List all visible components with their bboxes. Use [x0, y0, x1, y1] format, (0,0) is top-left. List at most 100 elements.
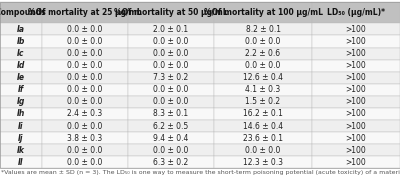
Bar	[0, 47, 42, 60]
Bar	[312, 144, 400, 156]
Text: Compounds: Compounds	[0, 8, 46, 17]
Bar	[0, 2, 42, 23]
Text: 0.0 ± 0.0: 0.0 ± 0.0	[67, 25, 103, 34]
Bar	[42, 156, 128, 168]
Text: >100: >100	[346, 158, 366, 167]
Text: LD₅₀ (μg/mL)*: LD₅₀ (μg/mL)*	[327, 8, 385, 17]
Text: 0.0 ± 0.0: 0.0 ± 0.0	[67, 73, 103, 82]
Bar	[42, 108, 128, 120]
Bar	[312, 84, 400, 96]
Text: 0.0 ± 0.0: 0.0 ± 0.0	[67, 97, 103, 106]
Bar	[42, 144, 128, 156]
Text: 2.4 ± 0.3: 2.4 ± 0.3	[67, 109, 103, 118]
Text: 6.2 ± 0.5: 6.2 ± 0.5	[153, 122, 189, 131]
Bar	[312, 156, 400, 168]
Text: Id: Id	[17, 61, 25, 70]
Text: 7.3 ± 0.2: 7.3 ± 0.2	[153, 73, 189, 82]
Text: 0.0 ± 0.0: 0.0 ± 0.0	[153, 61, 189, 70]
Text: >100: >100	[346, 37, 366, 46]
Bar	[42, 132, 128, 144]
Bar	[128, 60, 214, 72]
Bar	[0, 23, 42, 36]
Text: 2.2 ± 0.6: 2.2 ± 0.6	[246, 49, 280, 58]
Bar	[128, 156, 214, 168]
Text: >100: >100	[346, 97, 366, 106]
Bar	[42, 72, 128, 84]
Text: >100: >100	[346, 85, 366, 94]
Bar	[214, 23, 312, 36]
Text: 0.0 ± 0.0: 0.0 ± 0.0	[67, 146, 103, 155]
Text: Il: Il	[18, 158, 24, 167]
Text: >100: >100	[346, 25, 366, 34]
Text: Ik: Ik	[17, 146, 25, 155]
Bar	[42, 96, 128, 108]
Bar	[0, 96, 42, 108]
Text: Ih: Ih	[17, 109, 25, 118]
Text: 9.4 ± 0.4: 9.4 ± 0.4	[153, 134, 189, 143]
Bar	[128, 23, 214, 36]
Bar	[312, 60, 400, 72]
Bar	[128, 72, 214, 84]
Bar	[214, 96, 312, 108]
Bar	[312, 36, 400, 47]
Bar	[0, 2, 400, 168]
Bar	[312, 47, 400, 60]
Text: 3.8 ± 0.3: 3.8 ± 0.3	[67, 134, 103, 143]
Bar	[214, 108, 312, 120]
Text: 2.0 ± 0.1: 2.0 ± 0.1	[154, 25, 188, 34]
Bar	[0, 144, 42, 156]
Bar	[214, 144, 312, 156]
Text: 8.3 ± 0.1: 8.3 ± 0.1	[154, 109, 188, 118]
Bar	[128, 108, 214, 120]
Bar	[0, 156, 42, 168]
Bar	[214, 132, 312, 144]
Bar	[128, 120, 214, 132]
Bar	[0, 72, 42, 84]
Text: Ia: Ia	[17, 25, 25, 34]
Bar	[312, 2, 400, 23]
Text: 0.0 ± 0.0: 0.0 ± 0.0	[67, 158, 103, 167]
Bar	[214, 120, 312, 132]
Bar	[0, 84, 42, 96]
Text: 16.2 ± 0.1: 16.2 ± 0.1	[243, 109, 283, 118]
Text: 0.0 ± 0.0: 0.0 ± 0.0	[67, 85, 103, 94]
Text: *Values are mean ± SD (n = 3). The LD₅₀ is one way to measure the short-term poi: *Values are mean ± SD (n = 3). The LD₅₀ …	[1, 170, 400, 175]
Bar	[312, 96, 400, 108]
Text: 0.0 ± 0.0: 0.0 ± 0.0	[153, 85, 189, 94]
Text: %Of mortality at 100 μg/mL: %Of mortality at 100 μg/mL	[204, 8, 322, 17]
Bar	[0, 60, 42, 72]
Bar	[42, 2, 128, 23]
Text: 0.0 ± 0.0: 0.0 ± 0.0	[153, 49, 189, 58]
Text: >100: >100	[346, 109, 366, 118]
Bar	[128, 84, 214, 96]
Text: 0.0 ± 0.0: 0.0 ± 0.0	[67, 49, 103, 58]
Text: 0.0 ± 0.0: 0.0 ± 0.0	[67, 122, 103, 131]
Bar	[42, 60, 128, 72]
Text: Ic: Ic	[17, 49, 25, 58]
Bar	[42, 84, 128, 96]
Bar	[42, 23, 128, 36]
Text: 0.0 ± 0.0: 0.0 ± 0.0	[245, 37, 281, 46]
Text: >100: >100	[346, 49, 366, 58]
Text: %Of mortality at 25 μg/mL: %Of mortality at 25 μg/mL	[28, 8, 142, 17]
Text: 12.3 ± 0.3: 12.3 ± 0.3	[243, 158, 283, 167]
Text: 0.0 ± 0.0: 0.0 ± 0.0	[67, 37, 103, 46]
Text: 0.0 ± 0.0: 0.0 ± 0.0	[245, 61, 281, 70]
Text: 0.0 ± 0.0: 0.0 ± 0.0	[245, 146, 281, 155]
Bar	[312, 120, 400, 132]
Text: 0.0 ± 0.0: 0.0 ± 0.0	[153, 97, 189, 106]
Bar	[312, 72, 400, 84]
Bar	[312, 132, 400, 144]
Text: 12.6 ± 0.4: 12.6 ± 0.4	[243, 73, 283, 82]
Text: Ii: Ii	[18, 122, 24, 131]
Bar	[128, 47, 214, 60]
Bar	[214, 2, 312, 23]
Text: Ie: Ie	[17, 73, 25, 82]
Bar	[214, 156, 312, 168]
Text: 0.0 ± 0.0: 0.0 ± 0.0	[67, 61, 103, 70]
Text: 1.5 ± 0.2: 1.5 ± 0.2	[246, 97, 280, 106]
Bar	[0, 36, 42, 47]
Text: If: If	[18, 85, 24, 94]
Text: >100: >100	[346, 146, 366, 155]
Text: 23.6 ± 0.1: 23.6 ± 0.1	[243, 134, 283, 143]
